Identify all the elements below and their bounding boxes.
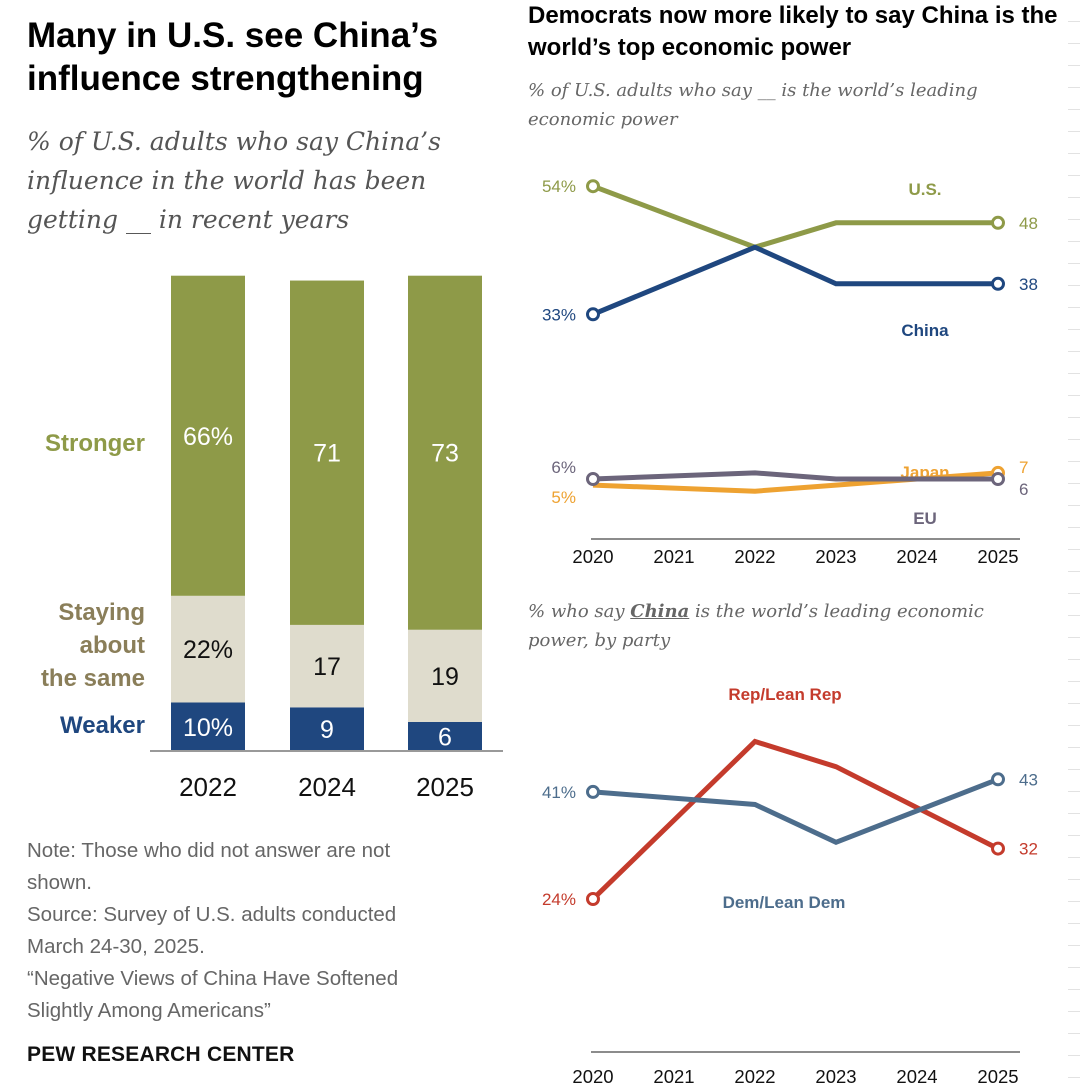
legend-staying-same-line3: the same [40, 665, 145, 692]
line-dem [592, 776, 999, 846]
series-name-eu: EU [913, 509, 937, 528]
x-tick-top-2022: 2022 [734, 546, 775, 567]
bar-weaker-2025 [408, 721, 482, 751]
note-line-2: shown. [27, 871, 92, 894]
bar-same-2024 [290, 624, 364, 708]
bar-label-weaker-2025: 6 [438, 723, 452, 751]
x-tick-party-2023: 2023 [815, 1066, 856, 1087]
x-tick-top-2023: 2023 [815, 546, 856, 567]
start-label-china: 33% [542, 305, 576, 324]
legend-staying-same: Staying about the same [41, 596, 145, 695]
bar-label-stronger-2024: 71 [313, 440, 341, 468]
x-tick-2025: 2025 [416, 772, 474, 802]
end-label-dem: 43 [1019, 770, 1038, 789]
x-tick-party-2022: 2022 [734, 1066, 775, 1087]
marker-end-china [991, 276, 1005, 291]
end-label-eu: 6 [1019, 480, 1028, 499]
note-line-5: “Negative Views of China Have Softened [27, 967, 399, 990]
x-tick-2022: 2022 [179, 772, 237, 802]
right-chart-subtitle: % of U.S. adults who say __ is the world… [528, 80, 978, 130]
marker-end-eu [991, 472, 1005, 486]
left-chart-title: Many in U.S. see China’s influence stren… [27, 16, 439, 98]
x-tick-party-2024: 2024 [896, 1066, 937, 1087]
marker-end-rep [991, 841, 1005, 856]
legend-stronger: Stronger [44, 430, 145, 457]
line-rep [591, 738, 1000, 901]
start-label-eu: 6% [551, 458, 576, 477]
bar-weaker-2022 [171, 702, 245, 751]
start-label-japan: 5% [551, 488, 576, 507]
page-edge-decoration [1068, 0, 1080, 1091]
x-tick-top-2021: 2021 [653, 546, 694, 567]
x-tick-party-2021: 2021 [653, 1066, 694, 1087]
start-label-us: 54% [542, 177, 576, 196]
bar-label-stronger-2025: 73 [431, 440, 459, 468]
end-label-rep: 32 [1019, 840, 1038, 859]
x-tick-party-2020: 2020 [572, 1066, 613, 1087]
note-line-3: Source: Survey of U.S. adults conducted [27, 903, 397, 926]
marker-end-us [991, 215, 1005, 230]
bar-label-weaker-2024: 9 [320, 716, 334, 744]
marker-end-dem [991, 772, 1005, 787]
start-label-rep: 24% [542, 890, 576, 909]
bar-label-same-2022: 22% [183, 636, 233, 664]
series-name-china: China [901, 321, 949, 340]
x-tick-2024: 2024 [298, 772, 356, 802]
bar-label-same-2024: 17 [313, 653, 341, 681]
end-label-japan: 7 [1019, 458, 1028, 477]
end-label-china: 38 [1019, 275, 1038, 294]
note-line-1: Note: Those who did not answer are not [27, 839, 391, 862]
x-tick-top-2024: 2024 [896, 546, 937, 567]
bar-same-2022 [171, 595, 245, 703]
start-label-dem: 41% [542, 783, 576, 802]
bar-weaker-2024 [290, 707, 364, 751]
bar-stronger-2024 [290, 280, 364, 625]
bar-label-same-2025: 19 [431, 663, 459, 691]
note-text: Note: Those who did not answer are not s… [27, 835, 497, 1027]
note-line-6: Slightly Among Americans” [27, 999, 271, 1022]
marker-start-rep [586, 892, 600, 906]
bar-same-2025 [408, 629, 482, 722]
legend-staying-same-line2: about [79, 632, 145, 659]
marker-start-eu [586, 472, 600, 486]
party-subtitle-china: China [630, 601, 690, 622]
party-line-chart: 24% 32 Rep/Lean Rep 41% 43 Dem/Lean Dem 2020 20… [542, 685, 1038, 1087]
series-name-dem: Dem/Lean Dem [723, 893, 846, 912]
marker-start-china [586, 307, 600, 322]
left-chart-subtitle: % of U.S. adults who say China’s influen… [27, 127, 441, 234]
x-tick-top-2020: 2020 [572, 546, 613, 567]
series-name-rep: Rep/Lean Rep [728, 685, 841, 704]
bar-label-stronger-2022: 66% [183, 423, 233, 451]
bar-stronger-2025 [408, 275, 482, 630]
bar-label-weaker-2022: 10% [183, 714, 233, 742]
marker-start-us [586, 179, 600, 194]
series-name-us: U.S. [908, 180, 941, 199]
bar-stronger-2022 [171, 275, 245, 596]
legend-weaker: Weaker [60, 712, 145, 739]
legend-staying-same-line1: Staying [58, 599, 145, 626]
note-line-4: March 24-30, 2025. [27, 935, 205, 958]
stacked-bar-chart: 10% 22% 66% 2022 9 17 71 2024 6 19 73 2025 [150, 275, 503, 802]
x-tick-party-2025: 2025 [977, 1066, 1018, 1087]
x-tick-top-2025: 2025 [977, 546, 1018, 567]
party-chart-subtitle: % who say China is the world’s leading e… [528, 597, 1048, 655]
line-china [592, 244, 998, 317]
party-subtitle-prefix: % who say [528, 601, 631, 622]
right-chart-title: Democrats now more likely to say China i… [528, 2, 1058, 61]
end-label-us: 48 [1019, 214, 1038, 233]
line-us [592, 183, 998, 250]
pew-logo-text: PEW RESEARCH CENTER [27, 1043, 295, 1066]
marker-start-dem [586, 784, 600, 799]
party-subtitle-suffix: is the world’s leading economic power, b… [528, 601, 984, 651]
line-eu [592, 470, 998, 482]
